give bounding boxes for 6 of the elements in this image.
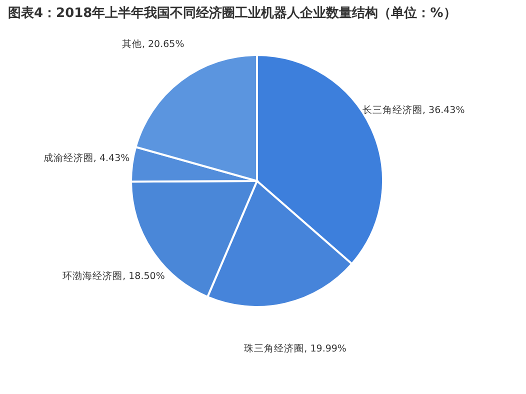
slice-label: 环渤海经济圈, 18.50% — [62, 270, 165, 282]
chart-title: 图表4：2018年上半年我国不同经济圈工业机器人企业数量结构（单位：%） — [8, 5, 456, 21]
slice-label: 珠三角经济圈, 19.99% — [244, 342, 346, 355]
slice-label: 长三角经济圈, 36.43% — [362, 104, 465, 116]
slice-label: 其他, 20.65% — [122, 38, 184, 50]
slice-label: 成渝经济圈, 4.43% — [43, 152, 130, 164]
